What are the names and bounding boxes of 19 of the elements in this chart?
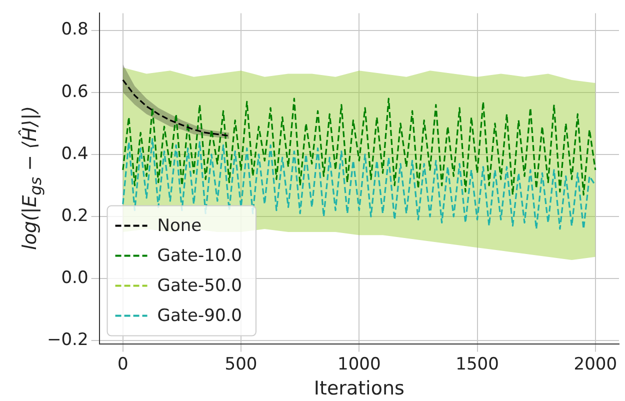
legend-label: Gate-10.0 bbox=[157, 246, 242, 266]
x-tick-label: 0 bbox=[117, 354, 128, 374]
x-tick-label: 1000 bbox=[338, 354, 381, 374]
y-tick-label: 0.6 bbox=[61, 82, 88, 102]
x-tick-label: 2000 bbox=[574, 354, 618, 374]
x-axis-title: Iterations bbox=[314, 378, 404, 400]
x-tick-label: 500 bbox=[224, 354, 258, 374]
y-tick-label: 0.8 bbox=[61, 20, 88, 40]
line-series bbox=[122, 98, 596, 196]
legend-label: None bbox=[157, 216, 202, 236]
y-tick-label: 0.2 bbox=[61, 206, 88, 226]
legend-label: Gate-50.0 bbox=[157, 276, 242, 296]
x-tick-label: 1500 bbox=[456, 354, 499, 374]
legend-label: Gate-90.0 bbox=[157, 306, 242, 326]
y-tick-label: −0.2 bbox=[47, 330, 88, 350]
line-series bbox=[122, 138, 596, 230]
y-tick-label: 0.0 bbox=[61, 268, 88, 288]
y-tick-label: 0.4 bbox=[61, 144, 88, 164]
line-series bbox=[122, 79, 230, 137]
